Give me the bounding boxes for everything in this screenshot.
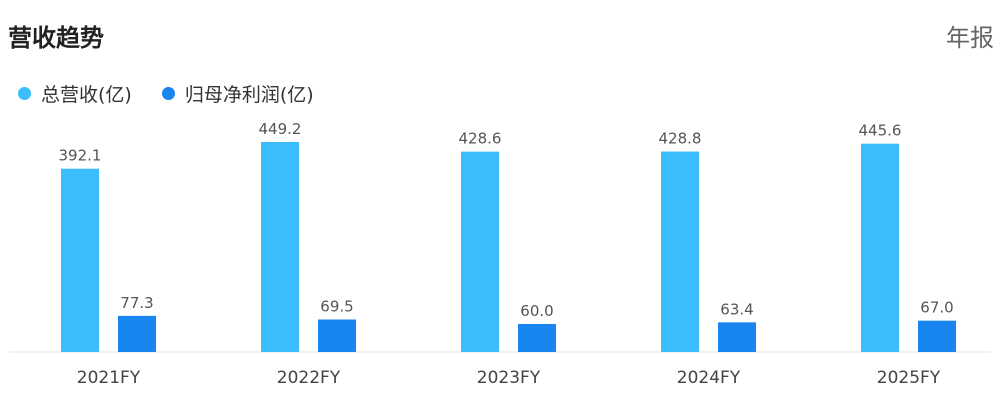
legend-dot-revenue (18, 87, 31, 100)
x-tick-label-2023FY: 2023FY (477, 368, 541, 388)
legend-item-revenue[interactable]: 总营收(亿) (18, 80, 132, 107)
bar-revenue-2023FY[interactable] (461, 151, 499, 352)
data-label-net-profit-2024FY: 63.4 (720, 300, 753, 318)
legend-label-net-profit: 归母净利润(亿) (184, 84, 314, 106)
legend-item-net-profit[interactable]: 归母净利润(亿) (161, 80, 314, 107)
chart-title: 营收趋势 (8, 24, 104, 52)
data-label-net-profit-2023FY: 60.0 (520, 302, 553, 320)
data-label-net-profit-2022FY: 69.5 (320, 298, 353, 316)
x-tick-label-2021FY: 2021FY (77, 368, 141, 388)
data-label-revenue-2022FY: 449.2 (259, 120, 302, 138)
data-label-net-profit-2025FY: 67.0 (920, 299, 953, 317)
bar-net-profit-2022FY[interactable] (318, 319, 356, 352)
legend-label-revenue: 总营收(亿) (41, 84, 132, 106)
data-label-revenue-2023FY: 428.6 (459, 130, 502, 148)
x-tick-label-2024FY: 2024FY (677, 368, 741, 388)
legend: 总营收(亿) 归母净利润(亿) (18, 80, 344, 107)
period-selector[interactable]: 年报 (946, 24, 994, 52)
bar-revenue-2024FY[interactable] (661, 151, 699, 352)
data-label-net-profit-2021FY: 77.3 (120, 294, 153, 312)
x-tick-label-2025FY: 2025FY (877, 368, 941, 388)
bar-net-profit-2023FY[interactable] (518, 323, 556, 352)
bar-revenue-2021FY[interactable] (61, 168, 99, 352)
bar-net-profit-2024FY[interactable] (718, 322, 756, 352)
bar-net-profit-2021FY[interactable] (118, 315, 156, 352)
bar-net-profit-2025FY[interactable] (918, 320, 956, 352)
bar-revenue-2025FY[interactable] (861, 143, 899, 352)
data-label-revenue-2021FY: 392.1 (59, 147, 102, 165)
x-tick-label-2022FY: 2022FY (277, 368, 341, 388)
bar-revenue-2022FY[interactable] (261, 141, 299, 352)
data-label-revenue-2024FY: 428.8 (659, 130, 702, 148)
legend-dot-net-profit (161, 87, 175, 100)
data-label-revenue-2025FY: 445.6 (859, 122, 902, 140)
